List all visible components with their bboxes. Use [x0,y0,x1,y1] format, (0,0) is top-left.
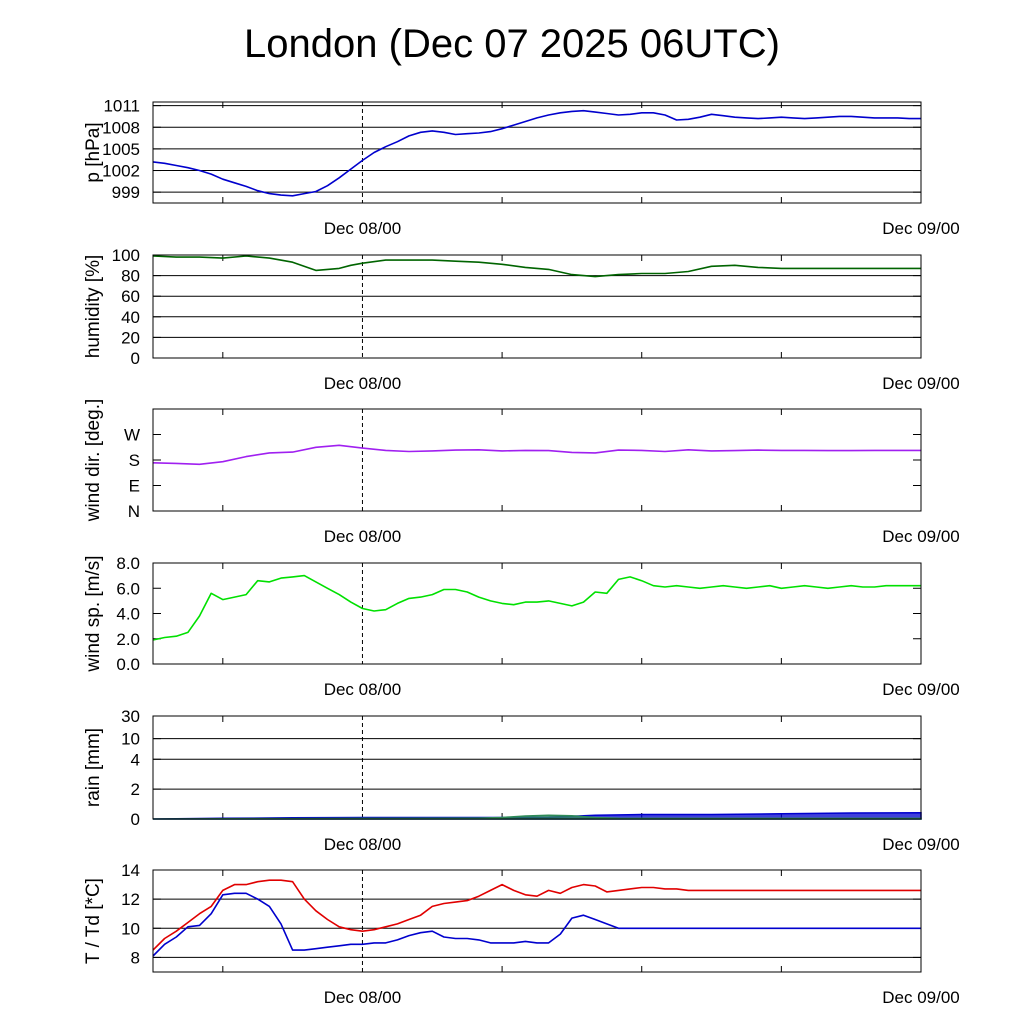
x-tick-label: Dec 08/00 [324,988,402,1007]
y-tick-label: 10 [121,730,140,749]
y-tick-label: 8 [131,948,140,967]
y-tick-label: 12 [121,890,140,909]
x-tick-label: Dec 09/00 [882,219,960,238]
series-1-line [152,574,921,641]
y-tick-label: 4.0 [116,605,140,624]
y-tick-label: N [128,502,140,521]
y-tick-label: 14 [121,861,140,880]
series-2-area [152,814,922,820]
x-tick-label: Dec 09/00 [882,680,960,699]
y-tick-label: 8.0 [116,554,140,573]
x-tick-label: Dec 09/00 [882,988,960,1007]
y-tick-label: 0 [131,810,140,829]
panel-5: 0 2 410 30 Dec 08/00 Dec 09/00 rain [mm] [83,707,960,854]
panel-1: 999 1002 1005 1008 1011 Dec 08/00 Dec 09/00 p [… [83,97,960,238]
y-tick-label: 1005 [102,140,140,159]
x-tick-label: Dec 09/00 [882,527,960,546]
y-tick-label: W [124,426,140,445]
y-axis-label: T / Td [*C] [83,878,104,964]
y-tick-label: 999 [112,183,140,202]
y-tick-label: 1008 [102,118,140,137]
y-axis-label: p [hPa] [83,122,104,182]
y-tick-label: 20 [121,328,140,347]
y-tick-label: 2 [131,780,140,799]
y-tick-label: 100 [112,246,140,265]
y-axis-label: wind sp. [m/s] [83,555,104,672]
x-tick-label: Dec 08/00 [324,835,402,854]
series-1-line [152,444,921,466]
y-axis-label: humidity [%] [83,255,104,358]
y-axis-label: rain [mm] [83,728,104,807]
x-tick-label: Dec 08/00 [324,219,402,238]
y-tick-label: 60 [121,287,140,306]
y-tick-label: E [129,477,140,496]
y-tick-label: S [129,451,140,470]
plot-frame [152,408,922,512]
y-tick-label: 0.0 [116,655,140,674]
x-tick-label: Dec 08/00 [324,527,402,546]
panel-6: 8 10 12 14 Dec 08/00 Dec 09/00 T / Td [*C] [83,861,960,1007]
plot-frame [152,562,922,665]
y-axis-label: wind dir. [deg.] [83,399,104,523]
series-2-line [152,892,921,957]
plot-frame [152,869,922,973]
y-tick-label: 4 [131,750,140,769]
x-tick-label: Dec 08/00 [324,680,402,699]
y-tick-label: 30 [121,707,140,726]
plot-frame [152,101,922,204]
series-1-line [152,109,921,197]
x-tick-label: Dec 09/00 [882,374,960,393]
x-tick-label: Dec 08/00 [324,374,402,393]
x-tick-label: Dec 09/00 [882,835,960,854]
panel-4: 0.0 2.0 4.0 6.0 8.0 Dec 08/00 Dec 09/00 wind sp… [83,554,960,699]
series-1-line [152,879,921,951]
series-1-line [152,255,921,278]
y-tick-label: 0 [131,349,140,368]
y-tick-label: 1011 [103,97,140,116]
y-tick-label: 10 [121,919,140,938]
y-tick-label: 40 [121,308,140,327]
y-tick-label: 1002 [102,162,140,181]
y-tick-label: 80 [121,267,140,286]
plot-frame [152,715,922,820]
chart-title: London (Dec 07 2025 06UTC) [244,22,780,66]
series-1-area [152,811,922,820]
plot-frame [152,254,922,359]
y-tick-label: 2.0 [116,630,140,649]
y-tick-label: 6.0 [116,579,140,598]
